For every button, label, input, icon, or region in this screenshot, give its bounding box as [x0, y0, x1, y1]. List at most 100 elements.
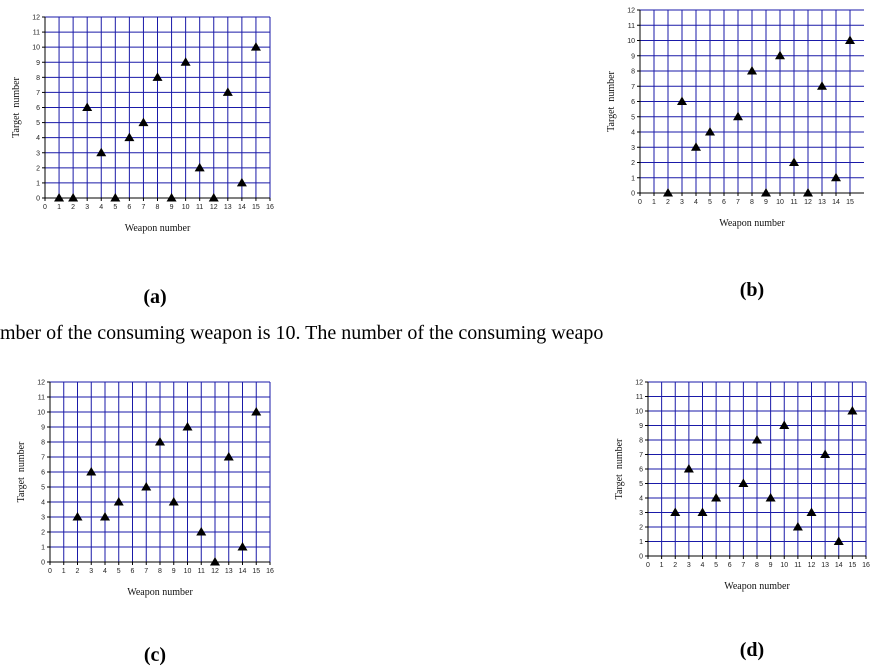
marker [820, 449, 831, 458]
y-tick-label: 4 [639, 496, 643, 503]
x-tick-label: 1 [660, 562, 664, 569]
x-tick-label: 11 [196, 204, 203, 211]
marker [196, 527, 207, 536]
y-tick-label: 12 [635, 380, 643, 387]
x-tick-label: 9 [170, 204, 174, 211]
marker [691, 142, 701, 151]
x-tick-label: 14 [238, 204, 246, 211]
marker [152, 72, 163, 81]
y-tick-label: 5 [41, 485, 45, 492]
y-axis-label: Target number [16, 441, 27, 502]
x-tick-label: 4 [99, 204, 103, 211]
marker [779, 420, 790, 429]
marker [237, 542, 248, 551]
y-tick-label: 10 [32, 45, 40, 52]
y-tick-label: 3 [631, 145, 635, 152]
marker [803, 188, 813, 197]
x-tick-label: 3 [687, 562, 691, 569]
marker [54, 193, 65, 202]
marker [138, 117, 149, 127]
y-tick-label: 3 [36, 150, 40, 157]
x-tick-label: 6 [131, 568, 135, 575]
y-tick-label: 6 [41, 470, 45, 477]
y-axis-label: Target number [606, 70, 617, 131]
y-tick-label: 10 [37, 410, 45, 417]
panel-label: (a) [143, 286, 166, 308]
marker [236, 177, 247, 187]
x-tick-label: 13 [821, 562, 829, 569]
x-tick-label: 7 [736, 199, 740, 206]
marker [166, 193, 177, 202]
x-tick-label: 12 [804, 199, 812, 206]
marker [155, 437, 165, 446]
x-tick-label: 8 [755, 562, 759, 569]
x-tick-label: 5 [714, 562, 718, 569]
x-tick-label: 12 [210, 204, 218, 211]
y-tick-label: 1 [639, 539, 643, 546]
y-axis-label: Target number [11, 76, 22, 137]
x-tick-label: 0 [638, 199, 642, 206]
marker [180, 57, 191, 66]
x-tick-label: 6 [722, 199, 726, 206]
x-tick-label: 1 [62, 568, 66, 575]
x-tick-label: 5 [708, 199, 712, 206]
x-tick-label: 3 [680, 199, 684, 206]
panel-label: (d) [740, 639, 764, 661]
x-tick-label: 2 [666, 199, 670, 206]
y-tick-label: 11 [33, 30, 40, 37]
marker [72, 512, 83, 521]
marker [789, 157, 799, 166]
y-tick-label: 5 [36, 120, 40, 127]
marker [761, 188, 771, 197]
x-tick-label: 4 [694, 199, 698, 206]
marker [670, 507, 681, 516]
x-tick-label: 0 [48, 568, 52, 575]
x-tick-label: 9 [764, 199, 768, 206]
x-axis-label: Weapon number [719, 218, 785, 229]
x-tick-label: 1 [57, 204, 61, 211]
y-tick-label: 4 [41, 500, 45, 507]
x-axis-label: Weapon number [724, 581, 790, 592]
y-tick-label: 7 [639, 452, 643, 459]
x-tick-label: 0 [43, 204, 47, 211]
x-tick-label: 13 [818, 199, 826, 206]
y-axis-label: Target number [614, 438, 625, 499]
y-tick-label: 5 [639, 481, 643, 488]
y-tick-label: 6 [36, 105, 40, 112]
y-tick-label: 5 [631, 114, 635, 121]
marker [110, 193, 121, 202]
y-tick-label: 7 [36, 90, 40, 97]
x-tick-label: 3 [89, 568, 93, 575]
y-tick-label: 7 [41, 455, 45, 462]
y-tick-label: 1 [631, 175, 635, 182]
x-tick-label: 5 [113, 204, 117, 211]
x-tick-label: 6 [127, 204, 131, 211]
x-tick-label: 16 [862, 562, 870, 569]
marker [68, 193, 79, 202]
y-tick-label: 0 [41, 560, 45, 567]
marker [96, 147, 107, 157]
y-tick-label: 0 [36, 196, 40, 203]
y-tick-label: 1 [41, 545, 45, 552]
x-tick-label: 6 [728, 562, 732, 569]
y-tick-label: 2 [639, 525, 643, 532]
y-tick-label: 10 [627, 38, 635, 45]
marker [194, 162, 205, 172]
x-tick-label: 7 [741, 562, 745, 569]
marker [697, 507, 708, 516]
y-tick-label: 8 [36, 75, 40, 82]
x-tick-label: 12 [808, 562, 816, 569]
marker [817, 81, 827, 90]
x-tick-label: 4 [103, 568, 107, 575]
marker [711, 493, 722, 502]
x-tick-label: 11 [794, 562, 801, 569]
marker [86, 467, 97, 476]
x-tick-label: 15 [848, 562, 856, 569]
marker [208, 193, 219, 202]
x-axis-label: Weapon number [127, 587, 193, 598]
y-tick-label: 8 [639, 438, 643, 445]
x-tick-label: 10 [182, 204, 190, 211]
x-tick-label: 15 [252, 204, 260, 211]
marker [775, 50, 785, 60]
y-tick-label: 9 [639, 423, 643, 430]
